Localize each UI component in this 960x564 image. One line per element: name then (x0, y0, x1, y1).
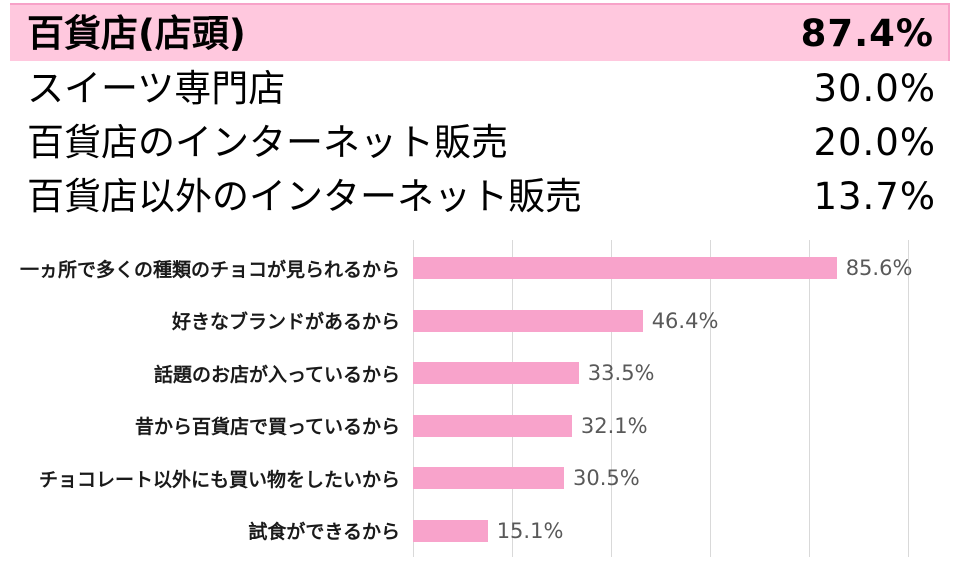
ranking-label: 百貨店(店頭) (27, 11, 246, 55)
bar-value-label: 30.5% (573, 466, 640, 491)
bar-area: 46.4% (413, 309, 960, 333)
bar-area: 30.5% (413, 466, 960, 490)
chart-rows: 一ヵ所で多くの種類のチョコが見られるから 85.6% 好きなブランドがあるから … (0, 242, 960, 557)
ranking-label: 百貨店以外のインターネット販売 (27, 174, 582, 218)
bar-area: 15.1% (413, 519, 960, 543)
category-label: 昔から百貨店で買っているから (134, 416, 400, 439)
bar-area: 85.6% (413, 256, 960, 280)
bar-value-label: 33.5% (587, 361, 655, 386)
ranking-row-sweets-shop: スイーツ専門店 30.0% (10, 61, 950, 115)
ranking-value: 87.4% (800, 11, 934, 55)
chart-row: 好きなブランドがあるから 46.4% (0, 295, 960, 348)
category-label: 話題のお店が入っているから (153, 363, 400, 386)
ranking-value: 20.0% (813, 120, 936, 164)
bar-value-label: 15.1% (496, 518, 564, 543)
bar (413, 519, 488, 542)
ranking-row-dept-internet: 百貨店のインターネット販売 20.0% (10, 115, 950, 169)
ranking-value: 30.0% (813, 66, 936, 110)
bar (413, 309, 643, 332)
chart-row: 話題のお店が入っているから 33.5% (0, 347, 960, 400)
bar (413, 467, 564, 490)
chart-row: 一ヵ所で多くの種類のチョコが見られるから 85.6% (0, 242, 960, 295)
chart-row: チョコレート以外にも買い物をしたいから 30.5% (0, 452, 960, 505)
bar-value-label: 85.6% (845, 256, 913, 281)
bar-value-label: 32.1% (580, 413, 648, 438)
category-label: 一ヵ所で多くの種類のチョコが見られるから (19, 258, 400, 281)
chart-row: 昔から百貨店で買っているから 32.1% (0, 400, 960, 453)
category-label: 試食ができるから (248, 521, 400, 544)
bar-area: 33.5% (413, 361, 960, 385)
ranking-row-other-internet: 百貨店以外のインターネット販売 13.7% (10, 169, 950, 223)
ranking-list: 百貨店(店頭) 87.4% スイーツ専門店 30.0% 百貨店のインターネット販… (10, 3, 950, 223)
chart-row: 試食ができるから 15.1% (0, 505, 960, 558)
category-label: 好きなブランドがあるから (171, 311, 400, 334)
ranking-row-department-store: 百貨店(店頭) 87.4% (10, 3, 950, 61)
ranking-label: スイーツ専門店 (27, 66, 286, 110)
ranking-value: 13.7% (813, 174, 936, 218)
bar-area: 32.1% (413, 414, 960, 438)
ranking-label: 百貨店のインターネット販売 (27, 120, 508, 164)
reasons-bar-chart: 一ヵ所で多くの種類のチョコが見られるから 85.6% 好きなブランドがあるから … (0, 240, 960, 557)
category-label: チョコレート以外にも買い物をしたいから (38, 468, 400, 491)
bar (413, 257, 837, 280)
chart-gridlines (413, 240, 909, 557)
bar (413, 362, 579, 385)
bar (413, 414, 572, 437)
bar-value-label: 46.4% (651, 308, 719, 333)
